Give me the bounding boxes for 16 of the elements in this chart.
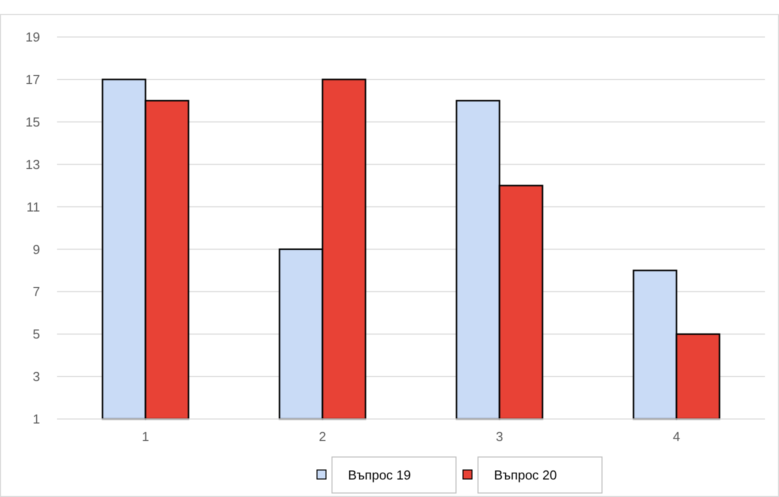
- y-tick-label: 19: [26, 30, 40, 45]
- x-tick-label: 2: [318, 429, 326, 444]
- y-tick-label: 3: [32, 369, 40, 384]
- x-tick-label: 3: [496, 429, 504, 444]
- y-tick-label: 7: [32, 284, 40, 300]
- y-tick-label: 13: [26, 156, 40, 172]
- y-tick-label: 5: [32, 326, 40, 342]
- legend-label: Въпрос 19: [348, 468, 411, 483]
- legend-label: Въпрос 20: [494, 468, 557, 483]
- y-tick-label: 17: [26, 72, 40, 87]
- y-tick-label: 1: [32, 412, 40, 427]
- y-tick-label: 15: [26, 114, 40, 130]
- y-tick-label: 11: [26, 199, 40, 214]
- x-tick-label: 1: [142, 429, 150, 444]
- x-tick-label: 4: [672, 429, 680, 444]
- y-tick-label: 9: [32, 242, 40, 257]
